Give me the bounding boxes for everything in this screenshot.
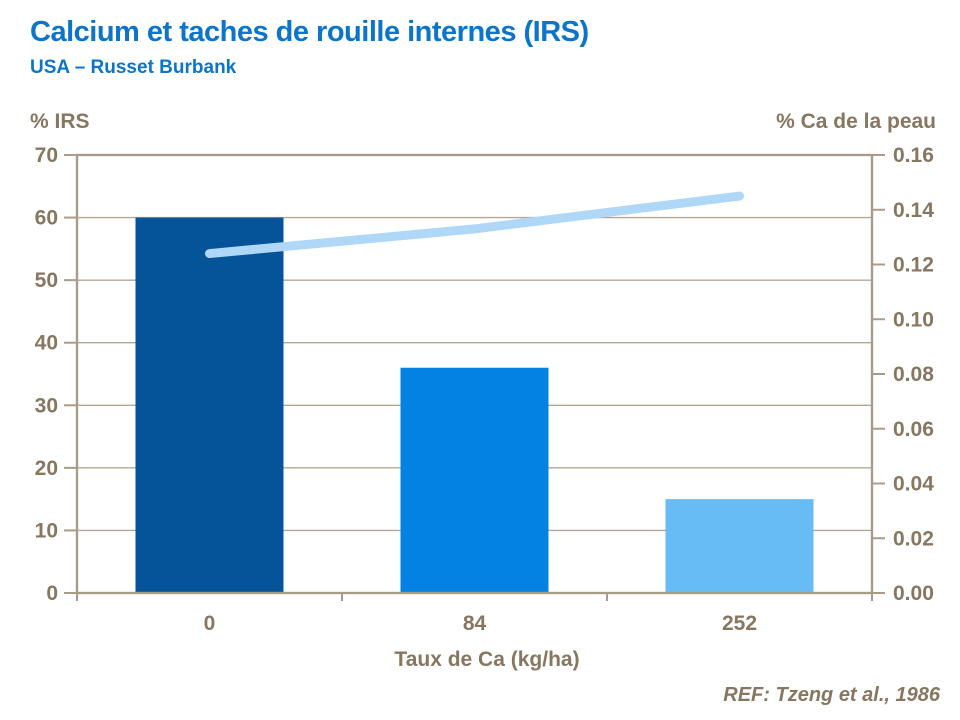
bar-84: [400, 367, 549, 593]
x-tick-label: 252: [722, 612, 757, 635]
right-axis-title: % Ca de la peau: [776, 110, 936, 133]
left-axis-tick-label: 10: [35, 519, 58, 542]
right-axis-tick-label: 0.06: [893, 418, 934, 441]
x-tick-label: 84: [463, 612, 487, 635]
right-axis-tick-label: 0.00: [893, 582, 934, 605]
right-axis-tick-label: 0.08: [893, 363, 934, 386]
right-axis-tick-label: 0.16: [893, 144, 934, 167]
left-axis-tick-label: 70: [35, 144, 58, 167]
right-axis-tick-label: 0.14: [893, 199, 934, 222]
right-axis-tick-label: 0.10: [893, 308, 934, 331]
right-axis-tick-label: 0.12: [893, 254, 934, 277]
left-axis-tick-label: 20: [35, 457, 58, 480]
reference-note: REF: Tzeng et al., 1986: [723, 684, 940, 706]
bar-252: [665, 499, 814, 593]
left-axis-tick-label: 50: [35, 269, 58, 292]
trend-line: [205, 191, 744, 259]
left-axis-tick-label: 30: [35, 394, 58, 417]
bar-0: [135, 217, 284, 594]
left-axis-tick-label: 60: [35, 207, 58, 230]
chart-title: Calcium et taches de rouille internes (I…: [30, 16, 589, 48]
left-axis-title: % IRS: [30, 110, 90, 133]
right-axis-tick-label: 0.04: [893, 473, 934, 496]
right-axis-tick-label: 0.02: [893, 527, 934, 550]
left-axis-tick-label: 40: [35, 332, 58, 355]
x-axis-title: Taux de Ca (kg/ha): [394, 648, 580, 671]
chart-subtitle: USA – Russet Burbank: [30, 57, 237, 78]
left-axis-tick-label: 0: [46, 582, 58, 605]
x-tick-label: 0: [204, 612, 216, 635]
